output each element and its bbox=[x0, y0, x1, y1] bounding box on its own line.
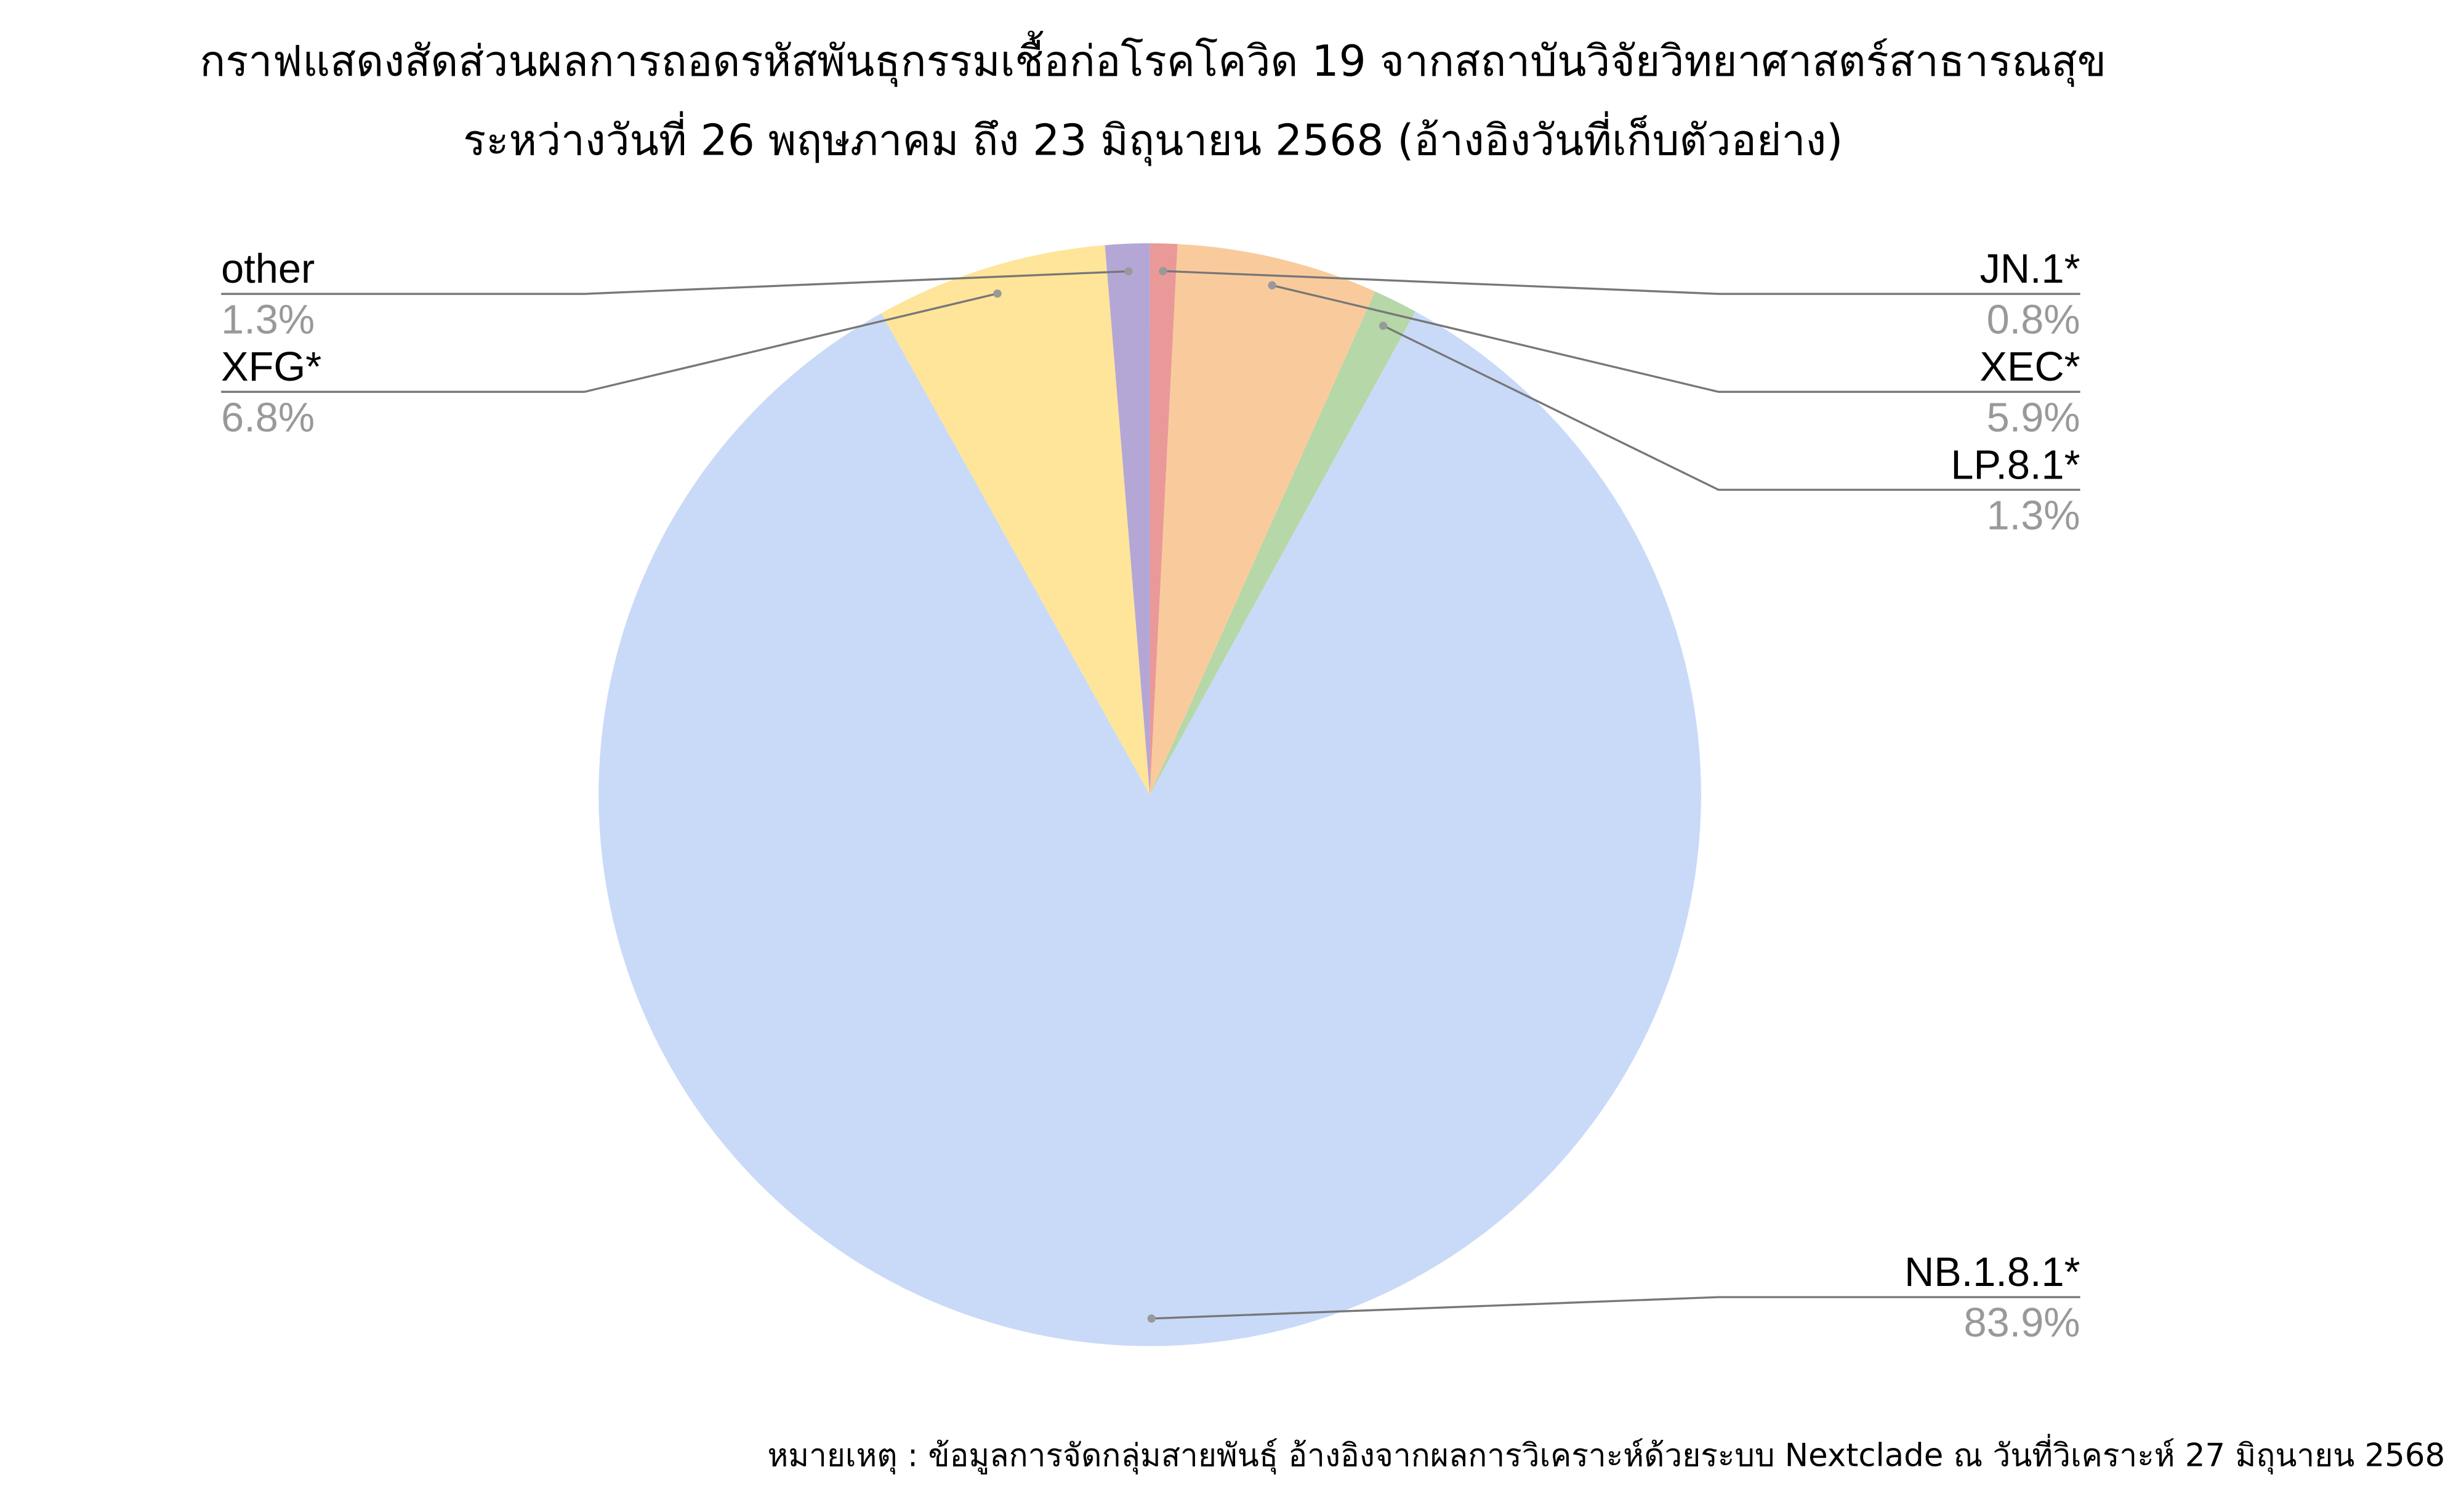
legend-label: XEC* bbox=[1980, 344, 2080, 390]
legend-label: LP.8.1* bbox=[1951, 442, 2080, 488]
leader-dot bbox=[1268, 281, 1276, 289]
data-label: 6.8% bbox=[221, 395, 315, 440]
leader-line bbox=[1162, 270, 2080, 295]
pie-slice bbox=[1105, 243, 1150, 795]
legend-label: other bbox=[221, 246, 315, 292]
leader-line bbox=[1151, 1296, 2080, 1320]
leader-line bbox=[1271, 284, 2080, 393]
leader-dot bbox=[1379, 321, 1388, 330]
chart-subtitle: ระหว่างวันที่ 26 พฤษภาคม ถึง 23 มิถุนายน… bbox=[463, 111, 1843, 166]
pie-slice bbox=[1149, 291, 1415, 795]
legend-label: XFG* bbox=[221, 344, 321, 390]
leader-dot bbox=[1159, 267, 1167, 275]
data-label: 83.9% bbox=[1964, 1300, 2080, 1346]
legend-label: JN.1* bbox=[1980, 246, 2080, 292]
leader-line bbox=[1382, 325, 2080, 491]
leader-dot bbox=[1124, 267, 1133, 276]
leader-dot bbox=[993, 289, 1002, 298]
data-label: 5.9% bbox=[1987, 395, 2080, 440]
legend-label: NB.1.8.1* bbox=[1904, 1250, 2080, 1295]
pie-slice bbox=[881, 245, 1150, 795]
data-label: 0.8% bbox=[1987, 297, 2080, 342]
pie-slice bbox=[1149, 244, 1375, 795]
pie-slice bbox=[1149, 243, 1178, 795]
data-label: 1.3% bbox=[221, 297, 315, 342]
footnote: หมายเหตุ : ข้อมูลการจัดกลุ่มสายพันธุ์ อ้… bbox=[767, 1434, 2445, 1475]
data-label: 1.3% bbox=[1987, 493, 2080, 538]
leader-line bbox=[221, 293, 998, 393]
chart-title: กราฟแสดงสัดส่วนผลการถอดรหัสพันธุกรรมเชื้… bbox=[199, 30, 2106, 87]
leader-dot bbox=[1147, 1314, 1156, 1323]
pie-slice bbox=[598, 311, 1701, 1346]
leader-line bbox=[221, 270, 1129, 295]
